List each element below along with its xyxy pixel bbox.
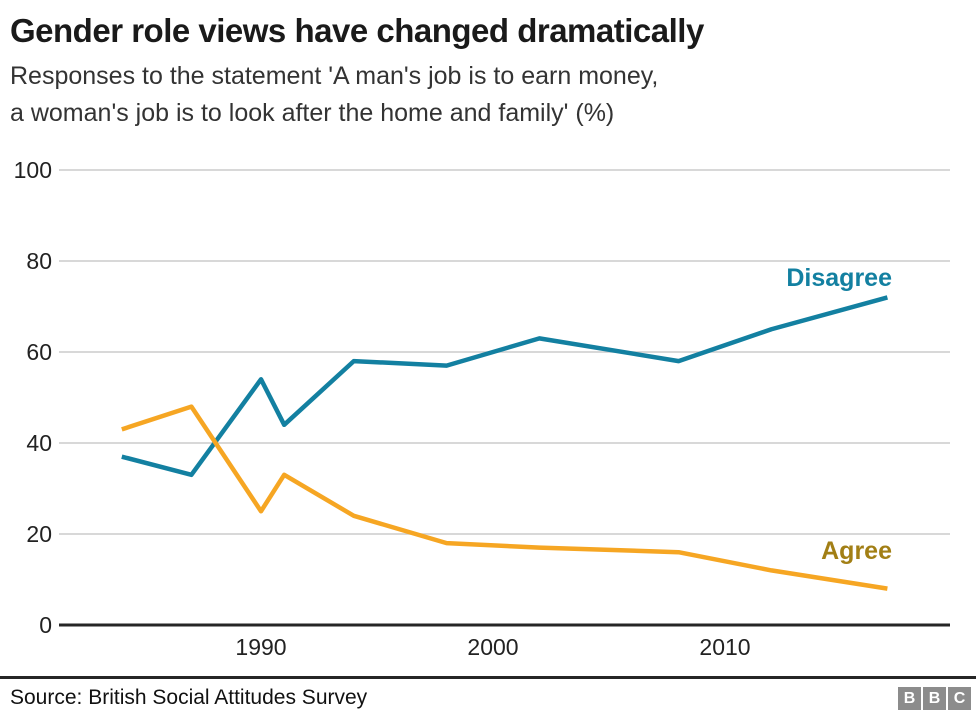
chart-title: Gender role views have changed dramatica… bbox=[10, 12, 704, 49]
x-tick-label-2010: 2010 bbox=[699, 634, 751, 660]
disagree-line bbox=[121, 295, 888, 478]
bbc-logo-block: C bbox=[948, 687, 971, 710]
agree-line bbox=[121, 404, 888, 591]
bbc-logo-block: B bbox=[898, 687, 921, 710]
chart-subtitle-line2: a woman's job is to look after the home … bbox=[10, 99, 615, 127]
source-caption: Source: British Social Attitudes Survey bbox=[10, 686, 368, 709]
y-tick-label-40: 40 bbox=[26, 430, 52, 456]
bbc-logo: B B C bbox=[898, 687, 971, 710]
footer-divider bbox=[0, 676, 976, 679]
y-tick-label-100: 100 bbox=[13, 157, 52, 183]
y-tick-label-0: 0 bbox=[39, 612, 52, 638]
disagree-series-label: Disagree bbox=[786, 264, 892, 292]
y-tick-label-80: 80 bbox=[26, 248, 52, 274]
bbc-logo-block: B bbox=[923, 687, 946, 710]
chart-subtitle-line1: Responses to the statement 'A man's job … bbox=[10, 62, 659, 90]
x-tick-label-2000: 2000 bbox=[467, 634, 519, 660]
agree-series-label: Agree bbox=[821, 537, 892, 565]
x-tick-label-1990: 1990 bbox=[235, 634, 287, 660]
y-tick-label-60: 60 bbox=[26, 339, 52, 365]
y-tick-label-20: 20 bbox=[26, 521, 52, 547]
